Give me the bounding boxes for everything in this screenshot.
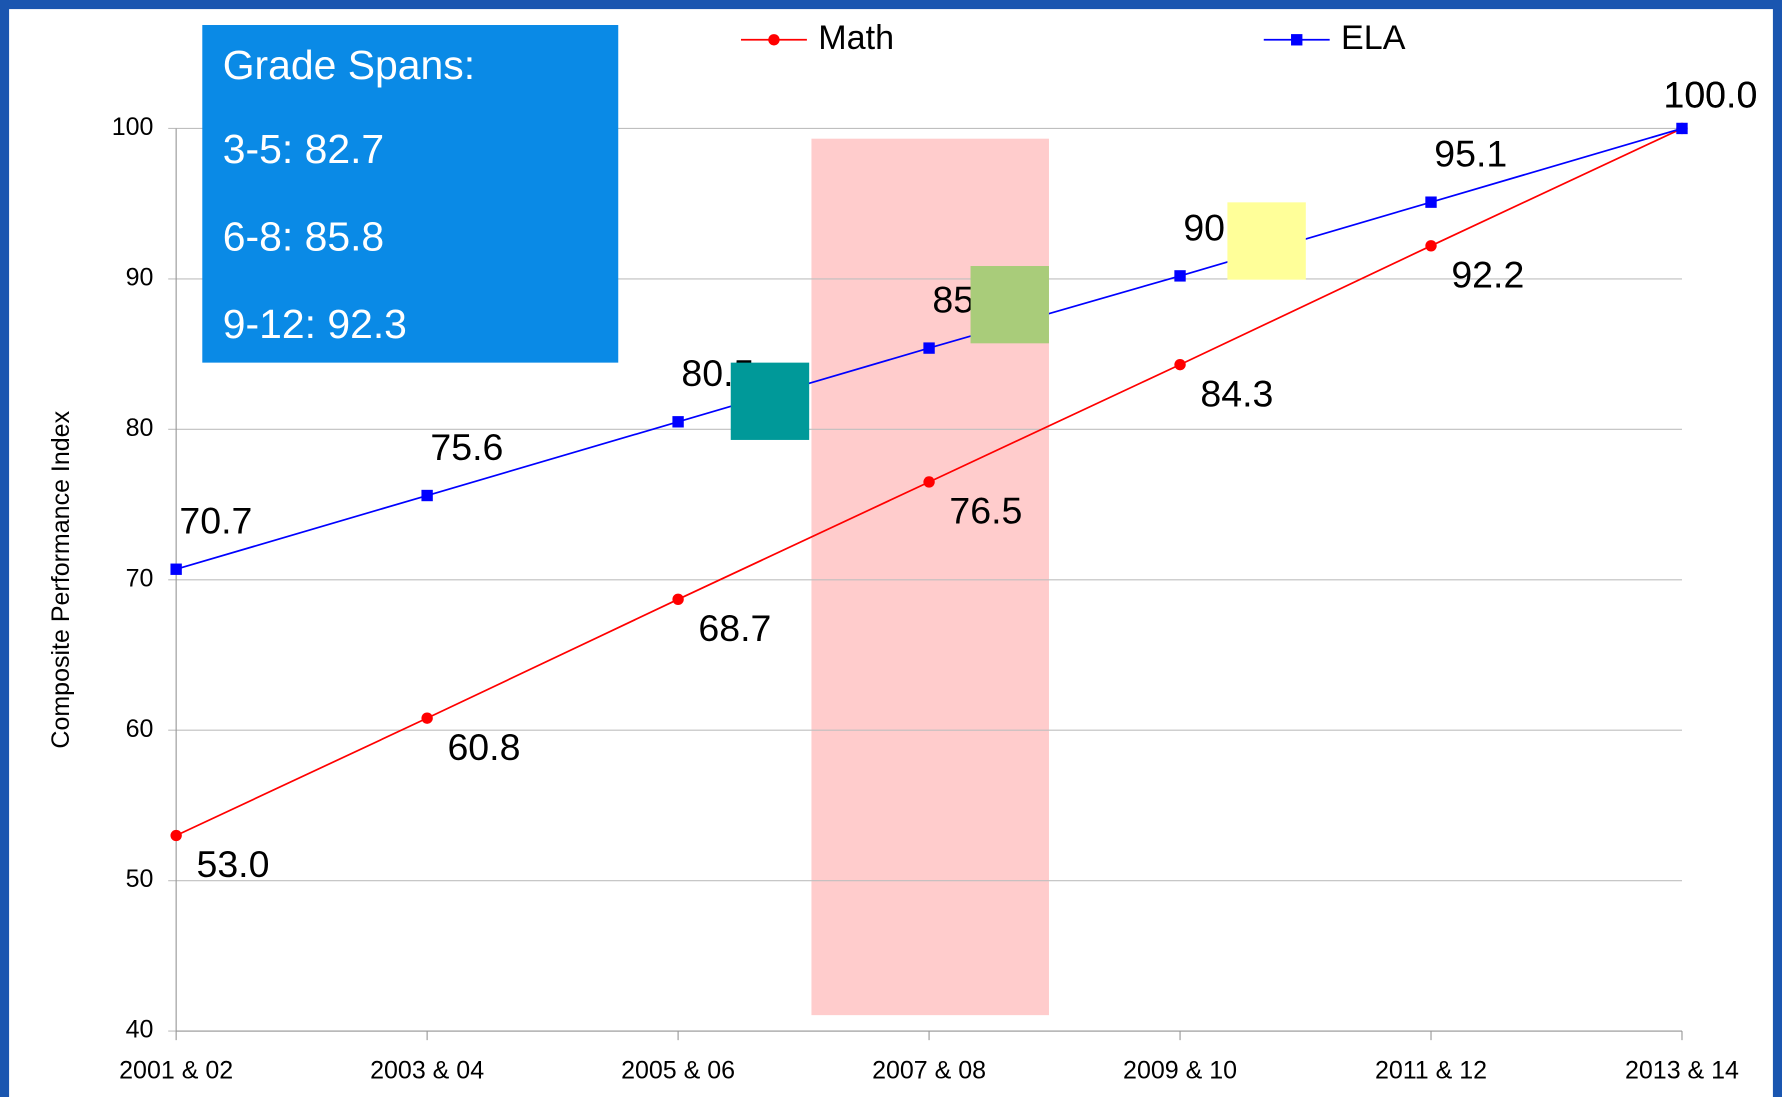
data-label: 75.6	[430, 426, 503, 468]
marker	[923, 342, 935, 354]
y-tick-label: 50	[126, 865, 154, 893]
data-label: 60.8	[447, 726, 520, 768]
y-tick-label: 60	[126, 715, 154, 743]
data-label: 100.0	[1663, 74, 1757, 116]
annotation: 9-12: 92.3	[223, 301, 407, 347]
teal-block	[730, 362, 810, 440]
marker	[672, 416, 684, 428]
legend-label: Math	[818, 19, 894, 57]
marker	[1174, 358, 1186, 371]
x-tick-label: 2001 & 02	[119, 1057, 233, 1085]
marker	[672, 593, 684, 606]
marker	[1174, 270, 1186, 282]
y-tick-label: 100	[112, 113, 154, 141]
marker	[170, 563, 182, 575]
x-tick-label: 2011 & 12	[1375, 1057, 1487, 1085]
data-label: 95.1	[1434, 133, 1507, 175]
data-label: 92.2	[1451, 254, 1524, 296]
x-tick-label: 2013 & 14	[1625, 1057, 1739, 1085]
x-tick-label: 2007 & 08	[872, 1057, 986, 1085]
green-block	[970, 266, 1049, 344]
marker	[170, 829, 182, 842]
annotation: 3-5: 82.7	[223, 126, 384, 172]
data-label: 53.0	[196, 843, 269, 885]
data-labels: 53.060.868.776.584.392.2100.070.775.680.…	[179, 74, 1757, 886]
y-tick-label: 70	[126, 564, 154, 592]
marker	[421, 489, 433, 502]
info-box	[202, 25, 619, 363]
x-tick-label: 2005 & 06	[621, 1057, 735, 1085]
marker	[923, 476, 935, 488]
data-label: 70.7	[179, 500, 252, 542]
y-axis-title: Composite Performance Index	[47, 410, 75, 748]
data-label: 68.7	[698, 607, 771, 649]
legend-label: ELA	[1341, 19, 1406, 57]
y-tick-label: 80	[126, 414, 154, 442]
series-lines	[170, 122, 1688, 842]
marker	[768, 34, 780, 46]
grid: 40 50 60 70 80 90 100 2001 & 02 2003 & 04 2005 & …	[112, 113, 1739, 1085]
x-tick-label: 2003 & 04	[370, 1057, 484, 1085]
yellow-block	[1227, 202, 1306, 280]
y-tick-label: 90	[126, 263, 154, 291]
y-tick-label: 40	[126, 1016, 154, 1044]
marker	[1425, 240, 1437, 252]
info-box-text: Grade Spans: 3-5: 82.7 6-8: 85.8 9-12: 92.3	[223, 42, 475, 347]
data-label: 76.5	[949, 490, 1022, 532]
marker	[1291, 34, 1303, 46]
data-label: 100.0	[1663, 74, 1757, 116]
data-label: 84.3	[1200, 372, 1273, 414]
annotation: Grade Spans:	[223, 42, 475, 88]
annotation: 6-8: 85.8	[223, 214, 384, 260]
x-tick-label: 2009 & 10	[1123, 1057, 1237, 1085]
marker	[1425, 196, 1437, 208]
marker	[1676, 122, 1688, 135]
legend: Math ELA	[740, 19, 1406, 57]
marker	[421, 712, 433, 724]
